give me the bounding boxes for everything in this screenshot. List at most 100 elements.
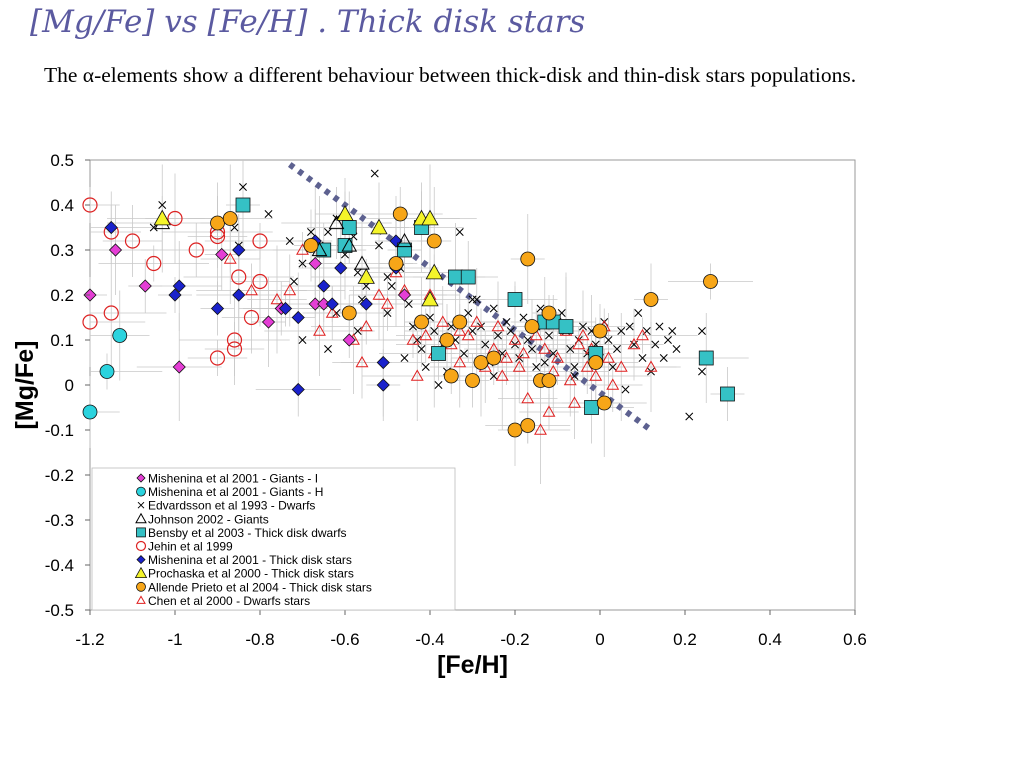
x-marker-stroke — [298, 336, 307, 344]
circle-marker — [112, 328, 128, 343]
x-marker — [655, 322, 664, 331]
square-marker — [341, 220, 357, 235]
legend-entry-label: Chen et al 2000 - Dwarfs stars — [148, 594, 310, 608]
x-marker — [324, 228, 332, 236]
x-marker-stroke — [651, 340, 660, 349]
x-marker — [353, 327, 362, 335]
circle-marker — [588, 355, 604, 370]
open-triangle-marker — [359, 319, 373, 332]
x-marker-stroke — [638, 354, 647, 362]
diamond-marker — [136, 555, 146, 565]
y-tick-label: 0.3 — [50, 241, 74, 260]
legend-entry-label: Allende Prieto et al 2004 - Thick disk s… — [148, 580, 372, 594]
x-marker-stroke — [158, 201, 167, 209]
legend-entry-label: Mishenina et al 2001 - Giants - H — [148, 485, 323, 499]
filled-triangle-marker — [370, 218, 388, 235]
x-marker — [353, 268, 362, 277]
open-triangle-marker — [372, 288, 386, 300]
y-tick-label: 0.1 — [50, 331, 74, 350]
x-marker — [489, 304, 498, 313]
x-marker — [264, 210, 273, 218]
diamond-marker — [376, 378, 390, 392]
open-circle-marker — [135, 540, 147, 552]
square-marker — [397, 242, 412, 258]
legend-entry-label: Mishenina et al 2001 - Giants - I — [148, 472, 318, 486]
x-marker-stroke — [353, 327, 362, 335]
square-marker — [698, 350, 714, 366]
open-triangle-marker — [381, 297, 394, 309]
x-axis-label: [Fe/H] — [437, 651, 508, 679]
x-marker — [672, 345, 681, 353]
x-marker-stroke — [579, 322, 587, 331]
triangle-marker — [341, 237, 358, 252]
x-marker — [239, 183, 247, 191]
open-triangle-marker — [576, 328, 590, 341]
x-marker — [604, 336, 613, 344]
open-triangle-marker — [491, 319, 505, 332]
x-marker-stroke — [625, 322, 634, 331]
open-triangle-marker — [500, 351, 513, 363]
circle-marker — [414, 314, 429, 330]
open-triangle-marker — [534, 423, 547, 435]
x-marker-stroke — [685, 412, 694, 421]
x-marker-stroke — [506, 327, 515, 335]
circle-marker — [388, 256, 404, 271]
x-tick-label: -1 — [167, 630, 182, 649]
open-triangle-marker — [406, 333, 420, 345]
circle-marker — [596, 395, 612, 411]
open-triangle-marker — [389, 265, 403, 278]
x-marker — [290, 277, 298, 286]
diamond-marker — [136, 473, 146, 483]
triangle-marker — [354, 255, 370, 270]
open-triangle-marker — [283, 283, 297, 296]
x-marker-stroke — [570, 363, 579, 371]
open-circle-marker — [252, 273, 268, 290]
diamond-marker — [325, 297, 339, 311]
x-marker — [659, 354, 668, 362]
x-marker — [455, 228, 464, 236]
x-marker-stroke — [664, 336, 672, 344]
open-triangle-marker — [644, 360, 658, 372]
x-marker-stroke — [239, 183, 247, 191]
open-triangle-marker — [325, 306, 339, 318]
circle-marker — [473, 355, 489, 370]
circle-marker — [452, 314, 468, 330]
x-marker-stroke — [307, 228, 315, 236]
x-marker — [540, 358, 549, 367]
circle-marker — [541, 305, 557, 321]
x-marker-stroke — [324, 345, 332, 353]
open-circle-marker — [82, 314, 98, 330]
x-marker — [383, 273, 392, 281]
x-marker — [528, 345, 536, 353]
open-triangle-marker — [602, 351, 615, 363]
open-circle-marker — [167, 210, 183, 227]
diamond-marker — [261, 315, 276, 329]
open-triangle-marker — [521, 391, 535, 404]
x-marker-stroke — [298, 259, 307, 268]
open-triangle-marker — [136, 595, 146, 604]
x-marker-stroke — [489, 304, 498, 313]
x-marker — [506, 327, 515, 335]
x-marker — [698, 327, 706, 335]
open-triangle-marker — [495, 369, 509, 381]
circle-marker — [465, 373, 480, 388]
circle-marker — [486, 350, 502, 366]
diamond-marker — [104, 220, 118, 235]
x-marker-stroke — [417, 345, 426, 353]
square-marker — [507, 292, 523, 307]
square-marker — [235, 197, 251, 213]
x-marker-stroke — [455, 228, 464, 236]
x-marker-stroke — [434, 381, 443, 389]
open-triangle-marker — [223, 252, 237, 264]
filled-triangle-marker — [425, 263, 443, 280]
open-triangle-marker — [551, 351, 564, 363]
circle-marker — [392, 206, 408, 222]
x-marker — [634, 309, 643, 317]
x-marker-stroke — [655, 322, 664, 331]
x-marker-stroke — [421, 363, 430, 371]
triangle-marker — [328, 214, 345, 230]
diamond-marker — [232, 243, 246, 257]
y-tick-label: -0.5 — [45, 601, 74, 620]
x-marker — [613, 345, 621, 353]
x-marker — [468, 295, 477, 304]
